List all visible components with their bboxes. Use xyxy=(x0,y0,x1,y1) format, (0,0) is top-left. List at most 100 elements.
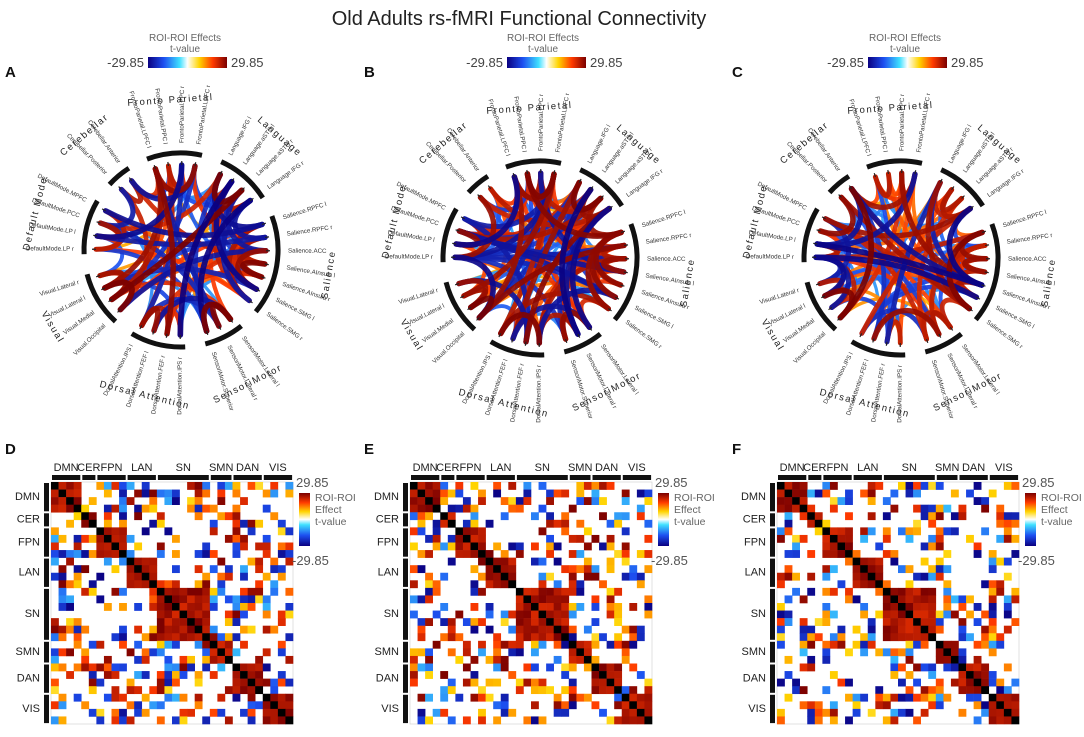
matrix-cell xyxy=(935,640,944,649)
matrix-cell xyxy=(141,527,150,536)
roi-tick xyxy=(588,326,593,331)
matrix-cell xyxy=(66,497,74,505)
matrix-cell xyxy=(591,686,600,695)
matrix-cell xyxy=(973,618,982,626)
roi-tick xyxy=(914,170,917,175)
matrix-colorbar-e-line1: ROI-ROI xyxy=(674,492,715,504)
matrix-label-top: DAN xyxy=(962,462,985,474)
matrix-cell xyxy=(935,678,944,687)
roi-tick xyxy=(460,295,465,299)
matrix-cell xyxy=(1011,708,1020,717)
network-arc xyxy=(253,215,281,314)
matrix-cell xyxy=(141,648,150,657)
matrix-cell xyxy=(636,693,645,702)
matrix-cell xyxy=(262,542,271,551)
matrix-label-top: FPN xyxy=(827,462,849,474)
matrix-cell xyxy=(410,542,418,551)
roi-label: Salience.SMG r xyxy=(265,311,304,342)
matrix-cell xyxy=(591,640,600,649)
matrix-cell xyxy=(172,678,180,687)
matrix-cell xyxy=(913,633,921,642)
roi-tick xyxy=(454,282,460,286)
matrix-cell xyxy=(890,655,899,664)
matrix-cell xyxy=(111,716,120,725)
matrix-cell xyxy=(187,504,195,513)
matrix-cell xyxy=(538,527,547,536)
matrix-cell xyxy=(172,534,180,543)
matrix-cell xyxy=(905,618,914,626)
matrix-cell xyxy=(546,512,554,521)
matrix-cell xyxy=(141,565,150,574)
colorbar-b-min: -29.85 xyxy=(466,55,503,70)
matrix-cell xyxy=(576,565,585,574)
matrix-cell xyxy=(515,587,524,596)
roi-label: Salience.RPFC l xyxy=(641,209,686,229)
matrix-cell xyxy=(410,663,418,672)
matrix-cell xyxy=(890,648,899,657)
matrix-cell xyxy=(277,701,286,710)
matrix-colorbar-d-min: -29.85 xyxy=(292,553,329,568)
colorbar-a-max: 29.85 xyxy=(231,55,264,70)
matrix-cell xyxy=(103,542,112,551)
matrix-cell xyxy=(119,542,127,551)
matrix-cell xyxy=(561,603,570,611)
matrix-cell xyxy=(432,489,441,498)
matrix-cell xyxy=(425,618,433,626)
matrix-cell xyxy=(149,587,158,596)
matrix-cell xyxy=(202,625,211,634)
matrix-cell xyxy=(822,489,831,498)
matrix-cell xyxy=(149,701,158,710)
matrix-label-top: DAN xyxy=(236,462,259,474)
matrix-cell xyxy=(164,633,173,642)
matrix-cell xyxy=(58,482,67,490)
roi-tick xyxy=(620,284,625,287)
roi-tick xyxy=(577,333,581,338)
matrix-cell xyxy=(531,542,539,551)
matrix-cell xyxy=(81,565,90,574)
panel-label-a: A xyxy=(5,64,16,81)
matrix-cell xyxy=(988,671,997,679)
matrix-cell xyxy=(1011,519,1020,528)
matrix-cell xyxy=(792,542,800,551)
matrix-cell xyxy=(81,587,90,596)
matrix-cell xyxy=(277,618,286,626)
matrix-cell xyxy=(950,648,959,657)
matrix-cell xyxy=(179,655,188,664)
matrix-cell xyxy=(432,610,441,619)
colorbar-c-max: 29.85 xyxy=(951,55,984,70)
matrix-cell xyxy=(119,519,127,528)
matrix-cell xyxy=(837,625,846,634)
matrix-network-bar-top xyxy=(157,475,209,480)
matrix-cell xyxy=(1003,512,1012,521)
matrix-cell xyxy=(784,655,793,664)
matrix-cell xyxy=(913,482,921,490)
matrix-cell xyxy=(179,693,188,702)
matrix-network-bar-left xyxy=(770,528,775,557)
matrix-cell xyxy=(875,701,884,710)
matrix-cell xyxy=(845,557,853,566)
roi-label: Salience.ACC xyxy=(647,256,686,263)
matrix-cell xyxy=(172,595,180,604)
matrix-cell xyxy=(973,497,982,505)
matrix-cell xyxy=(822,527,831,536)
matrix-cell xyxy=(988,587,997,596)
matrix-cell xyxy=(523,618,532,626)
roi-label: Salience.RPFC r xyxy=(1006,232,1053,246)
matrix-cell xyxy=(996,557,1005,566)
matrix-cell xyxy=(262,678,271,687)
matrix-cell xyxy=(913,603,921,611)
matrix-cell xyxy=(988,580,997,589)
matrix-cell xyxy=(988,701,997,710)
matrix-cell xyxy=(58,716,67,725)
colorbar-b-subtitle: t-value xyxy=(528,44,558,55)
matrix-cell xyxy=(410,595,418,604)
matrix-cell xyxy=(478,640,486,649)
matrix-cell xyxy=(493,663,502,672)
matrix-cell xyxy=(882,534,891,543)
matrix-cell xyxy=(134,655,143,664)
roi-tick xyxy=(553,170,556,175)
matrix-cell xyxy=(262,701,271,710)
roi-tick xyxy=(117,309,121,313)
matrix-network-bar-left xyxy=(770,588,775,640)
matrix-cell xyxy=(553,618,562,626)
